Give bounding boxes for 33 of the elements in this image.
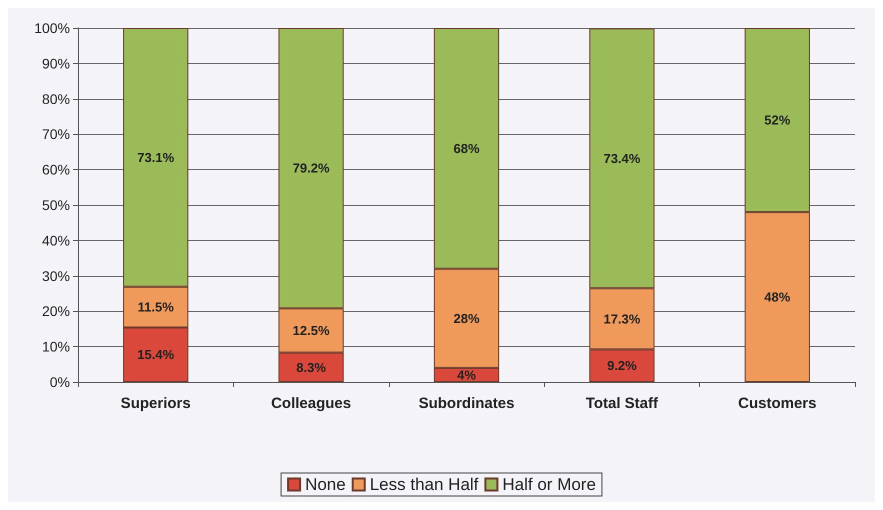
y-tick-label: 80%: [42, 90, 70, 107]
data-label: 8.3%: [296, 360, 326, 375]
data-label: 15.4%: [137, 347, 175, 362]
data-label: 28%: [453, 310, 480, 326]
legend-label: None: [305, 475, 346, 494]
data-label: 4%: [457, 367, 476, 382]
data-label: 48%: [764, 290, 791, 305]
y-tick-label: 30%: [42, 268, 70, 284]
data-label: 17.3%: [603, 311, 641, 326]
y-tick-label: 100%: [34, 20, 70, 36]
data-label: 9.2%: [607, 358, 638, 374]
y-tick-label: 70%: [42, 126, 70, 142]
data-label: 11.5%: [138, 300, 174, 315]
y-tick-label: 0%: [50, 374, 70, 390]
y-tick-label: 20%: [42, 303, 70, 320]
y-tick-label: 40%: [42, 232, 70, 248]
y-tick-label: 90%: [42, 55, 70, 72]
data-label: 79.2%: [292, 160, 330, 176]
legend-label: Half or More: [502, 475, 596, 494]
x-tick-label: Superiors: [120, 395, 191, 412]
x-tick-label: Colleagues: [271, 395, 352, 412]
x-tick-label: Total Staff: [586, 395, 660, 412]
y-tick-label: 60%: [42, 162, 70, 178]
data-label: 12.5%: [292, 322, 330, 338]
x-tick-label: Customers: [738, 395, 816, 412]
y-tick-label: 50%: [42, 197, 70, 213]
x-tick-label: Subordinates: [418, 395, 514, 412]
data-label: 68%: [453, 140, 480, 156]
data-label: 52%: [764, 112, 791, 128]
data-label: 73.4%: [603, 150, 641, 166]
legend-label: Less than Half: [370, 475, 479, 494]
y-tick-label: 10%: [42, 338, 70, 355]
data-label: 73.1%: [137, 150, 175, 165]
